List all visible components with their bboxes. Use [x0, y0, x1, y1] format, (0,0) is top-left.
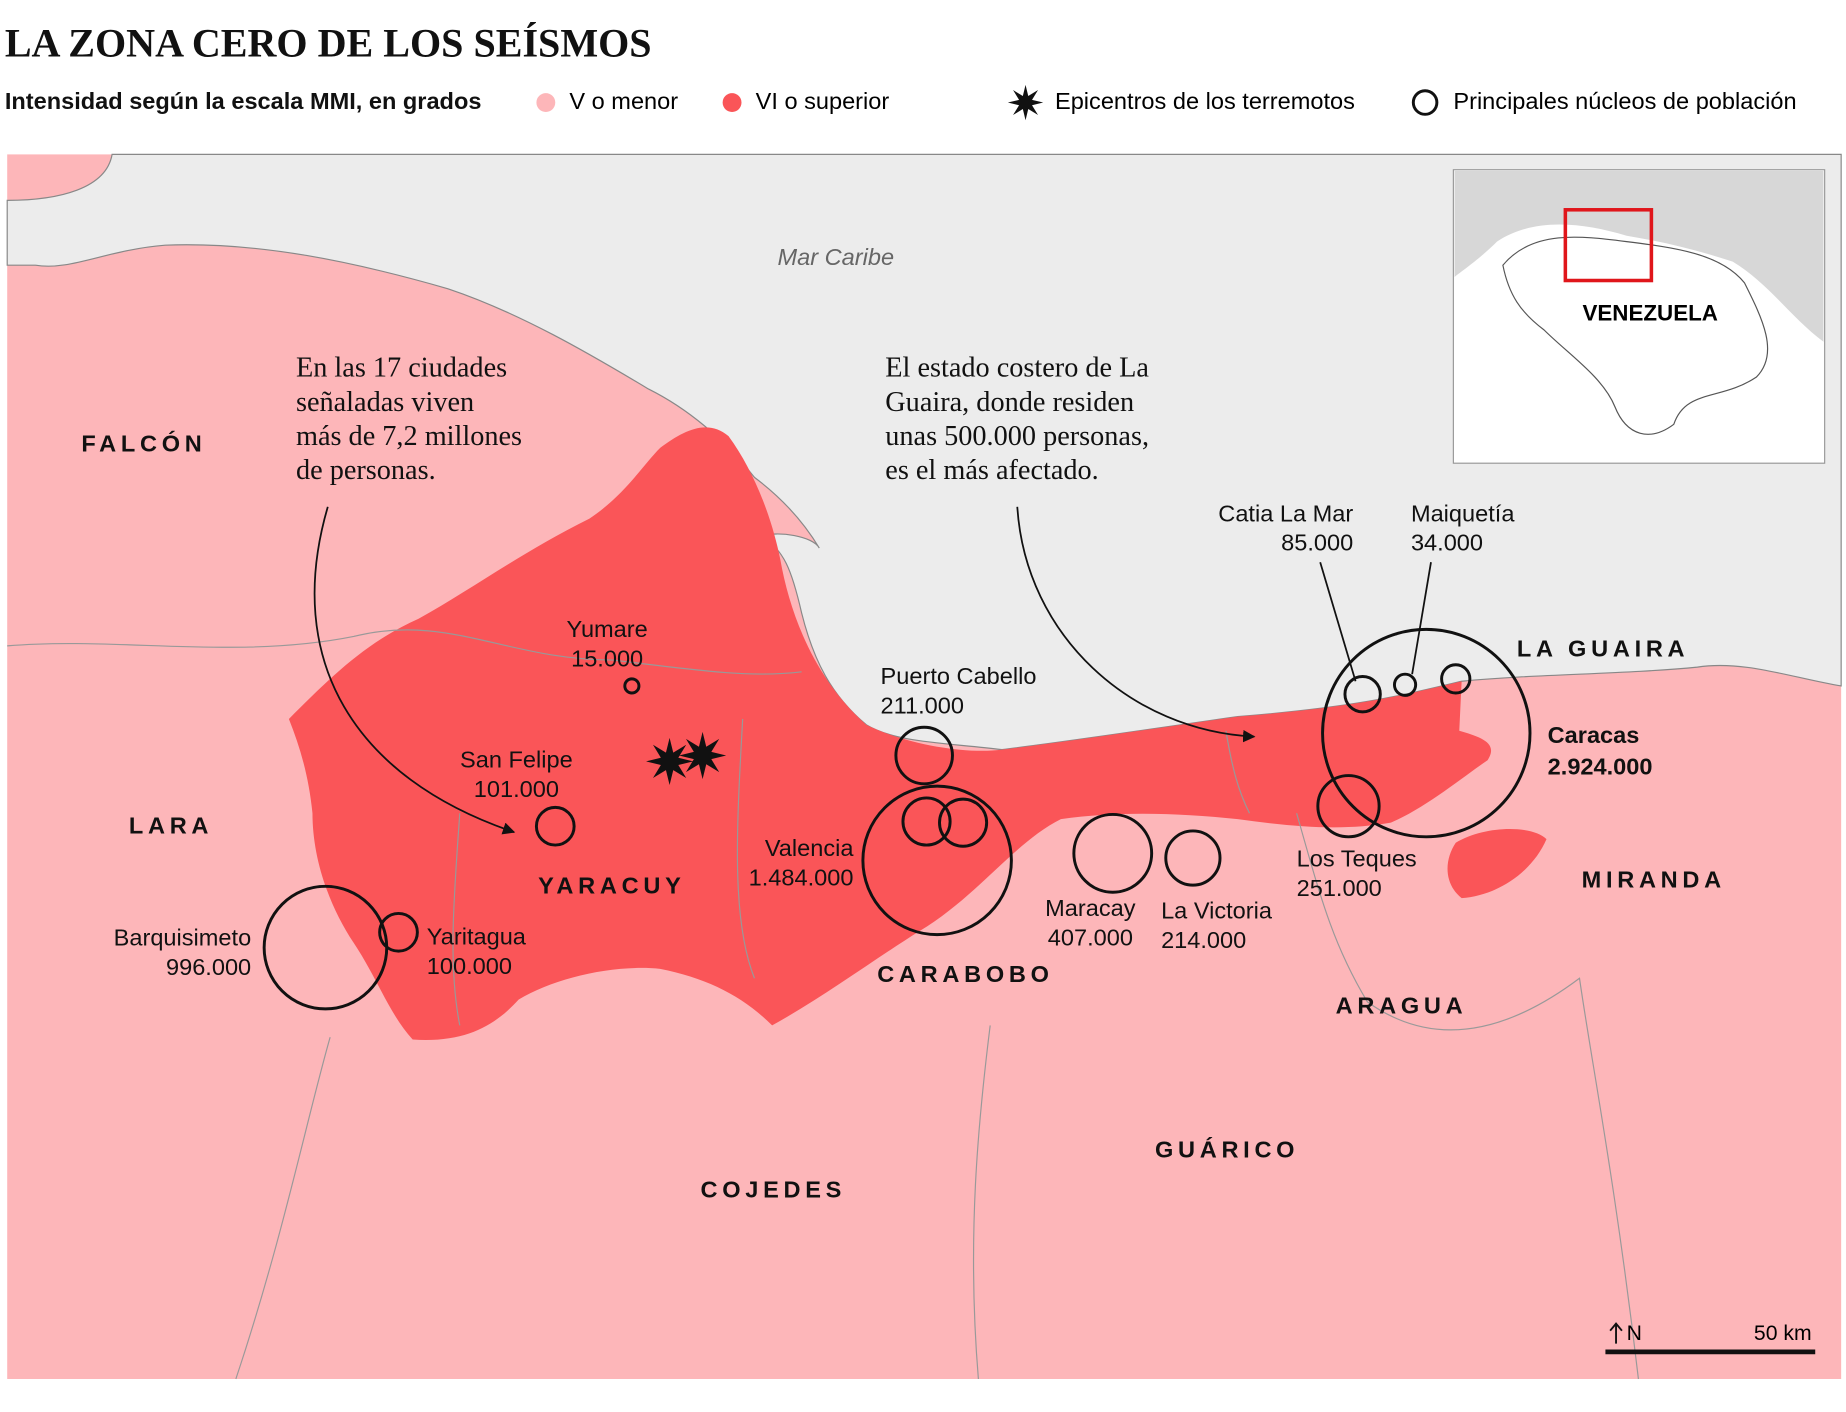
epicenter: [646, 737, 694, 785]
legend-label: Epicentros de los terremotos: [1055, 88, 1355, 114]
legend-swatch: [722, 93, 742, 112]
annotation-line: En las 17 ciudades: [296, 353, 507, 384]
state-label: ARAGUA: [1336, 993, 1468, 1019]
legend-circle: [1411, 89, 1439, 116]
state-label: CARABOBO: [877, 961, 1053, 987]
labels: Mar Caribe VENEZUELA FALCÓN LARA YARACUY CARA…: [81, 244, 1726, 1202]
city-name: Caracas: [1548, 722, 1640, 748]
city-population: 2.924.000: [1548, 754, 1653, 780]
title: LA ZONA CERO DE LOS SEÍSMOS: [5, 21, 652, 66]
legend-star: [1007, 84, 1044, 121]
state-label: COJEDES: [701, 1176, 847, 1202]
annotation-line: señaladas viven: [296, 387, 474, 418]
population-circle: [1440, 663, 1472, 695]
subtitle: Intensidad según la escala MMI, en grado…: [5, 88, 482, 114]
annotation-line: es el más afectado.: [885, 455, 1098, 486]
annotation-line: El estado costero de La: [885, 353, 1149, 384]
population-circle: [894, 725, 954, 786]
population-circle: [1072, 812, 1154, 894]
population-circle: [938, 797, 989, 848]
scale-label: 50 km: [1754, 1322, 1812, 1345]
intensity-vi-zone: [288, 427, 1547, 1041]
population-circle: [1343, 675, 1382, 714]
city-name: Puerto Cabello: [881, 663, 1037, 689]
annotation-line: Guaira, donde residen: [885, 387, 1134, 418]
city-population: 211.000: [881, 692, 964, 718]
city-population: 214.000: [1161, 927, 1246, 953]
annotation-line: unas 500.000 personas,: [885, 421, 1149, 452]
state-label: GUÁRICO: [1155, 1135, 1299, 1162]
population-circle: [861, 784, 1013, 937]
annotation-arrow: [313, 506, 516, 835]
state-label: LARA: [129, 812, 213, 838]
city-name: Maracay: [1045, 895, 1136, 921]
city-population: 15.000: [571, 645, 643, 671]
annotation-arrows: [313, 506, 1432, 835]
population-circle: [1392, 672, 1418, 697]
annotation-line: más de 7,2 millones: [296, 421, 522, 452]
city-population: 251.000: [1297, 875, 1382, 901]
city-name: San Felipe: [460, 747, 573, 773]
city-name: Yaritagua: [427, 923, 527, 949]
inset-venezuela: [1502, 236, 1769, 435]
city-name: La Victoria: [1161, 897, 1273, 923]
population-circle: [1321, 627, 1532, 839]
legend-label: Principales núcleos de población: [1453, 88, 1796, 114]
north-arrow: [1609, 1322, 1623, 1344]
inset-label: VENEZUELA: [1582, 301, 1718, 326]
north-label: N: [1627, 1322, 1642, 1345]
city-population: 996.000: [166, 954, 251, 980]
city-name: Barquisimeto: [114, 925, 252, 951]
epicenter: [679, 731, 727, 780]
legend-label: VI o superior: [756, 88, 890, 114]
city-population: 407.000: [1048, 925, 1133, 951]
leader-line: [1411, 562, 1432, 675]
city-name: Los Teques: [1297, 846, 1417, 872]
city-population: 1.484.000: [749, 864, 854, 890]
state-label: MIRANDA: [1582, 867, 1726, 893]
population-circle: [1316, 774, 1381, 839]
state-label: FALCÓN: [81, 429, 206, 456]
city-name: Valencia: [765, 835, 855, 861]
city-population: 101.000: [474, 776, 559, 802]
state-label: YARACUY: [538, 872, 685, 898]
population-circle: [1164, 829, 1222, 887]
inset-map: [1452, 169, 1826, 464]
population-circle: [534, 805, 576, 847]
city-name: Yumare: [567, 616, 648, 642]
inset-sea: [1454, 170, 1824, 342]
annotation-arrow: [1016, 506, 1256, 743]
population-circle: [901, 796, 952, 847]
legend-label: V o menor: [569, 88, 678, 114]
city-name: Catia La Mar: [1218, 500, 1353, 526]
legend-swatch: [536, 93, 556, 112]
city-population: 85.000: [1281, 530, 1353, 556]
population-circle: [378, 911, 419, 953]
state-label: LA GUAIRA: [1517, 635, 1689, 661]
state-borders: [7, 629, 1640, 1380]
city-population: 34.000: [1411, 530, 1483, 556]
population-circle: [623, 677, 641, 695]
inset-highlight: [1563, 208, 1654, 283]
annotation-line: de personas.: [296, 455, 436, 486]
city-population: 100.000: [427, 953, 512, 979]
city-name: Maiquetía: [1411, 500, 1515, 526]
sea-label: Mar Caribe: [778, 244, 895, 270]
